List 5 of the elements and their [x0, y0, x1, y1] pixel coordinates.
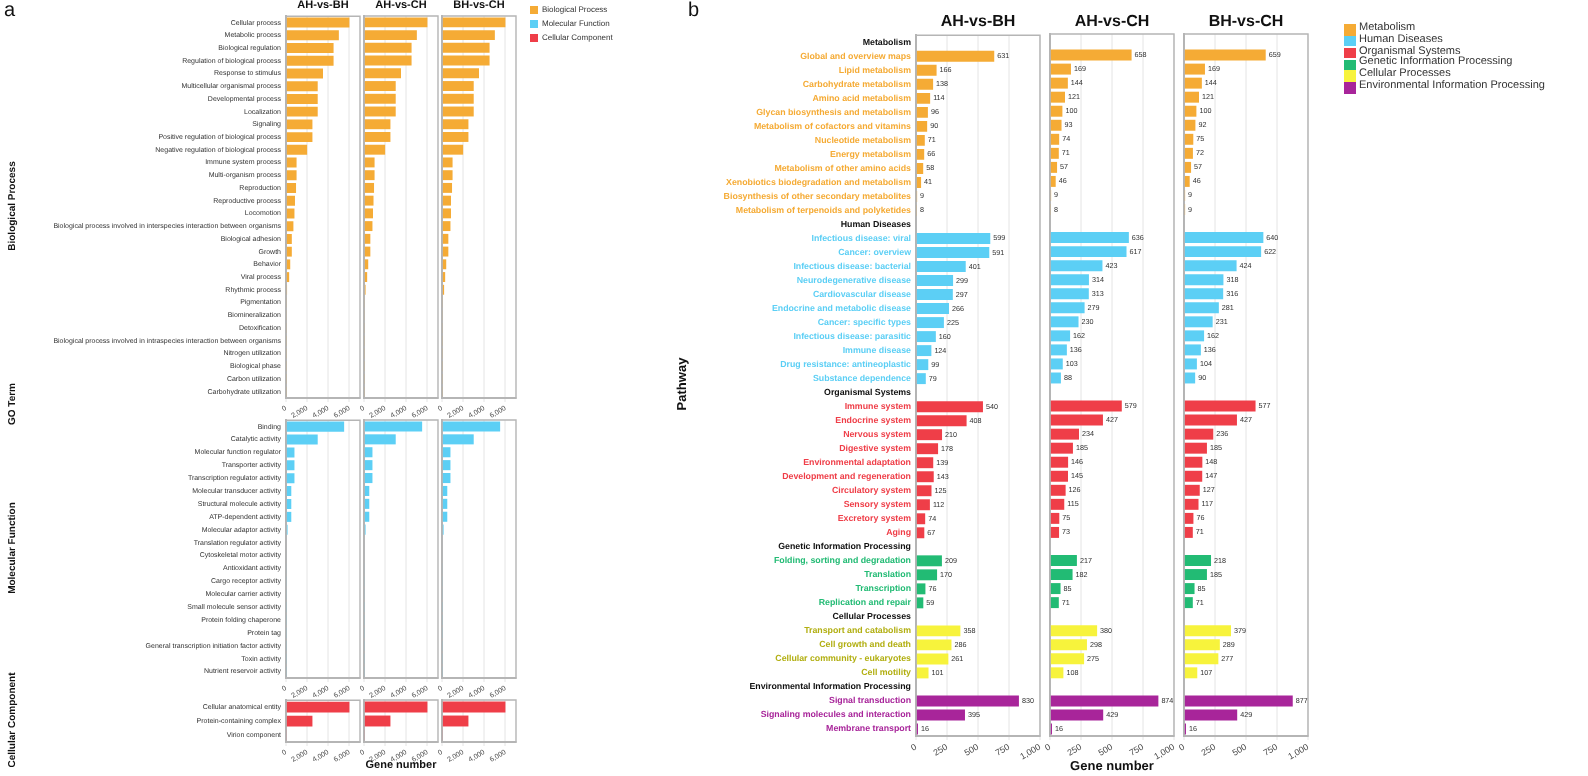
chart-title: AH-vs-BH — [940, 12, 1016, 30]
chart-title: BH-vs-CH — [1208, 12, 1284, 30]
chart-title: AH-vs-CH — [1074, 12, 1150, 30]
text: b — [688, 0, 700, 22]
text: a — [4, 0, 16, 22]
